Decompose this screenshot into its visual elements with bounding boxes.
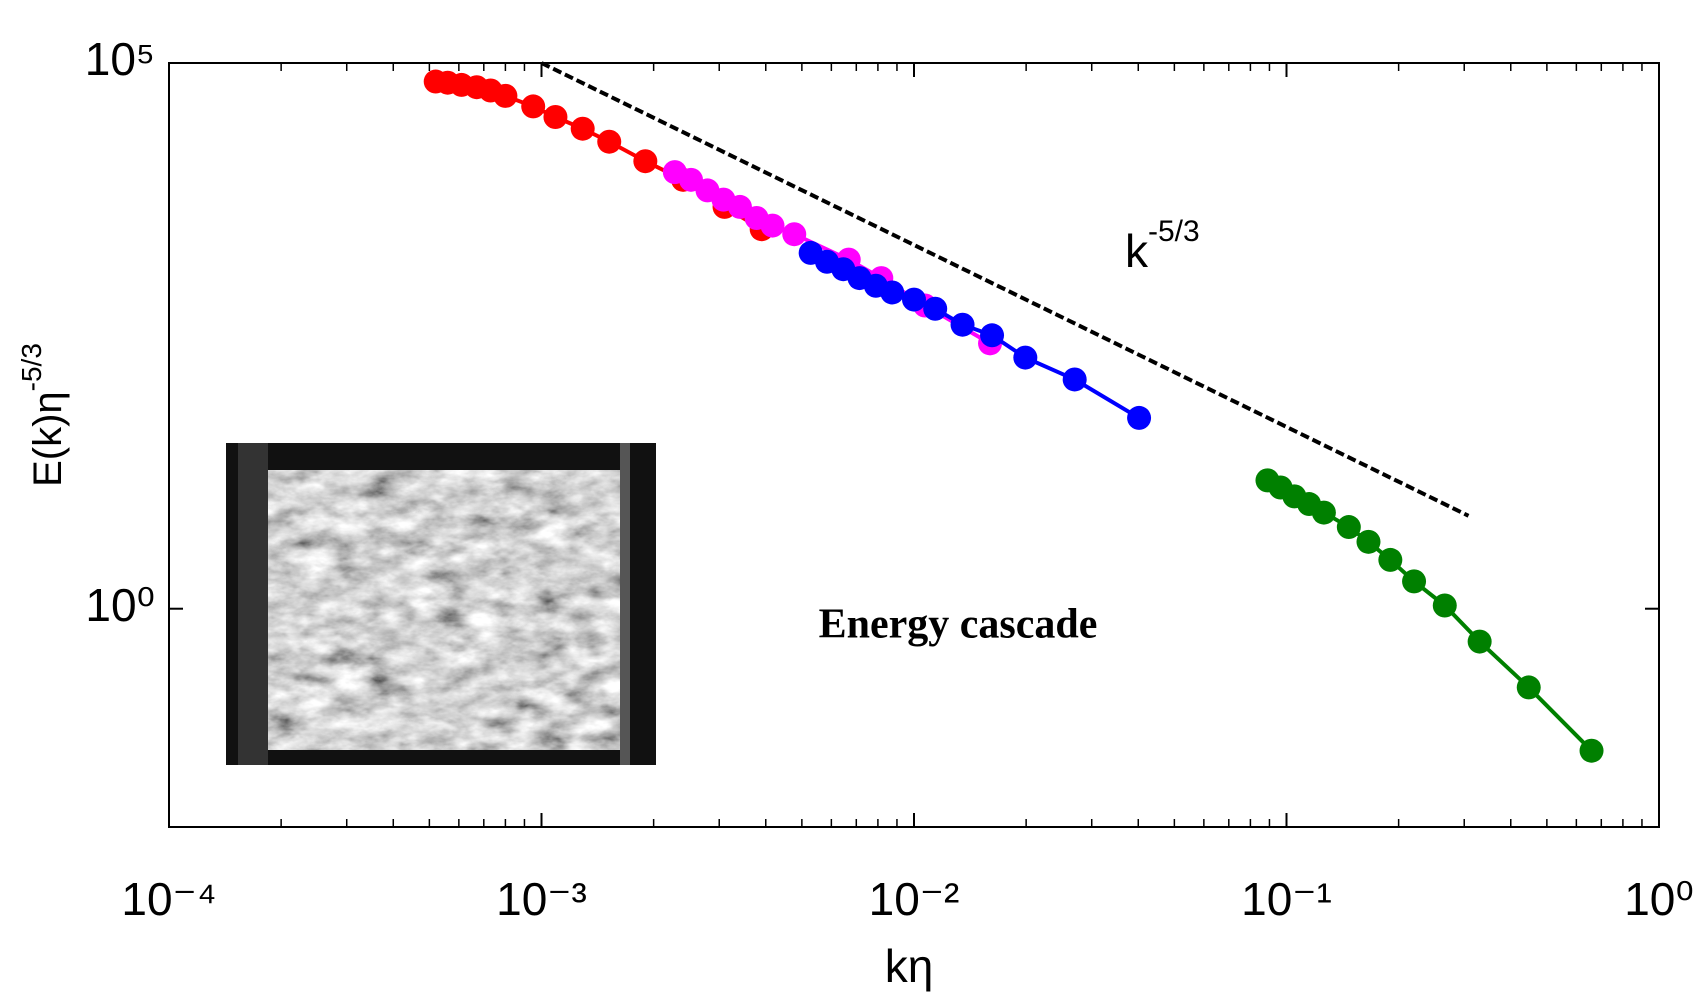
data-point bbox=[1378, 547, 1403, 572]
data-point bbox=[923, 296, 948, 321]
data-point bbox=[1311, 500, 1336, 525]
data-point bbox=[1467, 629, 1492, 654]
y-axis-label-exponent: -5/3 bbox=[16, 343, 47, 391]
data-point bbox=[1432, 593, 1457, 618]
data-point bbox=[1062, 367, 1087, 392]
data-point bbox=[633, 149, 658, 174]
data-point bbox=[1356, 529, 1381, 554]
data-point bbox=[950, 312, 975, 337]
data-point bbox=[782, 222, 807, 247]
inset-edge bbox=[620, 443, 630, 765]
inset-edge bbox=[238, 443, 268, 765]
data-point bbox=[1516, 675, 1541, 700]
data-point bbox=[1402, 569, 1427, 594]
annotation-exponent: -5/3 bbox=[1148, 215, 1200, 248]
data-point bbox=[597, 129, 622, 154]
annotation: k-5/3 bbox=[1125, 215, 1200, 277]
data-point bbox=[980, 323, 1005, 348]
y-axis-label: E(k)η-5/3 bbox=[16, 343, 69, 487]
x-tick-label: 10⁻⁴ bbox=[121, 873, 216, 925]
data-point bbox=[1579, 738, 1604, 763]
x-axis-label: kη bbox=[885, 940, 934, 992]
inset-flow bbox=[268, 470, 628, 750]
x-tick-label: 10⁰ bbox=[1624, 873, 1694, 925]
data-point bbox=[521, 94, 546, 119]
data-point bbox=[760, 213, 785, 238]
data-point bbox=[1336, 515, 1361, 540]
reference-line bbox=[540, 61, 1470, 518]
x-tick-label: 10⁻² bbox=[869, 873, 960, 925]
data-point bbox=[493, 83, 518, 108]
x-tick-label: 10⁻³ bbox=[496, 873, 587, 925]
y-tick-label: 10⁰ bbox=[85, 579, 155, 631]
data-point bbox=[1013, 345, 1038, 370]
data-point bbox=[1127, 405, 1152, 430]
data-point bbox=[902, 287, 926, 312]
data-point bbox=[543, 105, 568, 130]
y-tick-label: 10⁵ bbox=[85, 33, 155, 85]
x-tick-label: 10⁻¹ bbox=[1241, 873, 1332, 925]
inset-photo bbox=[226, 443, 656, 765]
annotation-base: k bbox=[1125, 225, 1149, 277]
data-point bbox=[570, 116, 595, 141]
data-point bbox=[880, 280, 905, 305]
annotation: Energy cascade bbox=[819, 602, 1098, 648]
y-axis-label-base: E(k)η bbox=[26, 391, 70, 487]
